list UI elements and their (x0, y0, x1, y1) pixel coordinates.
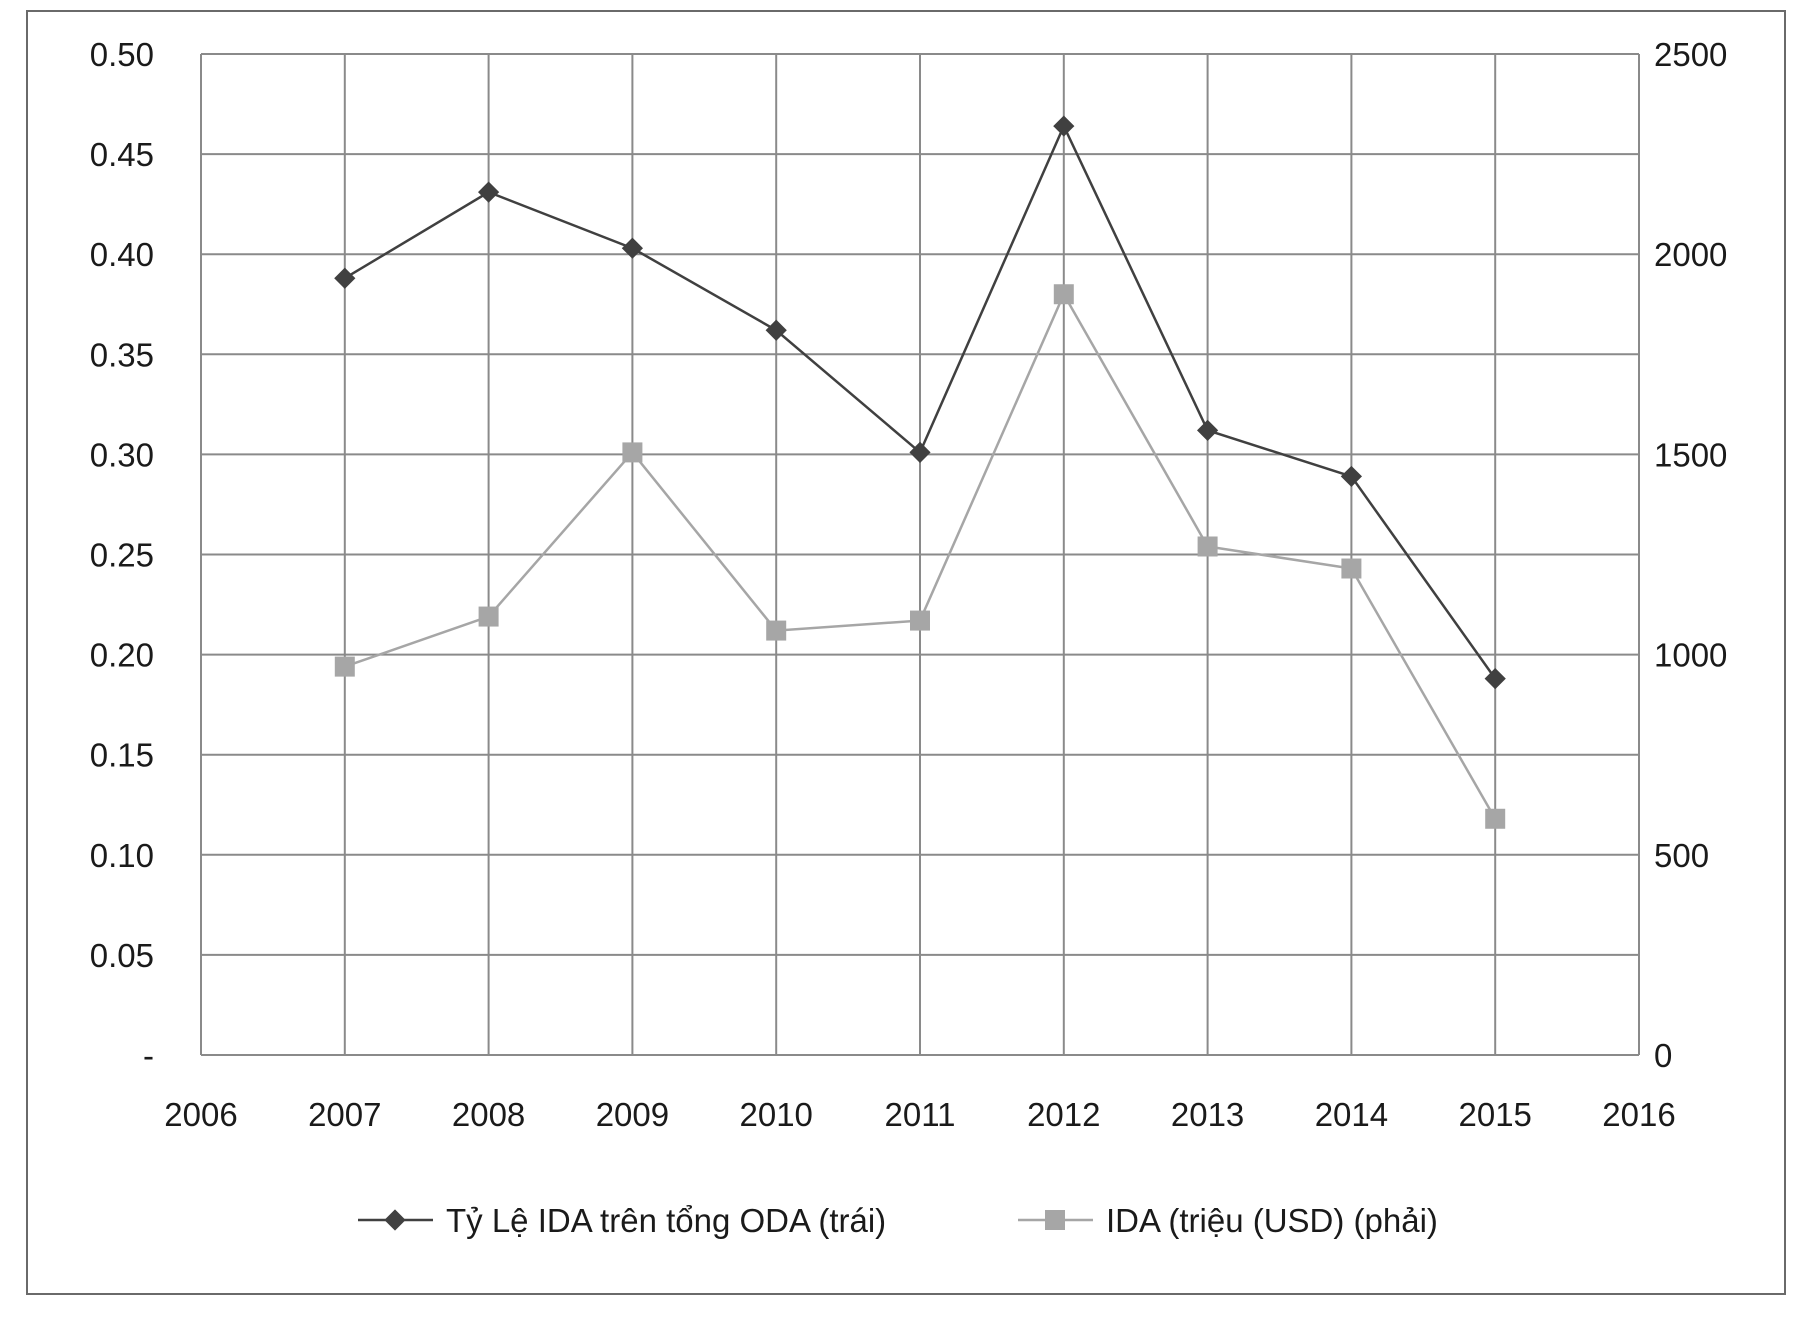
ida-data-point (766, 620, 787, 641)
legend-diamond-icon (384, 1209, 406, 1231)
left-tick-label: 0.40 (90, 236, 154, 273)
x-tick-label: 2009 (596, 1096, 669, 1133)
ratio-data-point (1340, 465, 1363, 488)
left-tick-label: 0.45 (90, 136, 154, 173)
left-tick-label: 0.30 (90, 436, 154, 473)
left-tick-label: 0.15 (90, 737, 154, 774)
x-tick-label: 2012 (1027, 1096, 1100, 1133)
ratio-data-point (334, 267, 356, 289)
x-tick-label: 2013 (1171, 1096, 1244, 1133)
legend-entry-ida: IDA (triệu (USD) (phải) (1018, 1202, 1438, 1239)
left-tick-label: 0.05 (90, 937, 154, 974)
right-tick-label: 1000 (1654, 637, 1727, 674)
right-tick-label: 500 (1654, 837, 1709, 874)
ida-data-point (1053, 284, 1074, 305)
chart-svg: - 0.05 0.10 0.15 0.20 0.25 0.30 0.35 0.40 0.45 0.5… (90, 36, 1728, 1239)
legend-entry-ratio: Tỷ Lệ IDA trên tổng ODA (trái) (358, 1202, 886, 1239)
legend-square-icon (1045, 1210, 1065, 1230)
ratio-data-point (1053, 115, 1075, 137)
ida-data-point (622, 442, 643, 463)
ida-data-point (334, 656, 355, 677)
left-tick-label: 0.10 (90, 837, 154, 874)
legend-label-ida: IDA (triệu (USD) (phải) (1106, 1202, 1438, 1239)
ida-data-point (1341, 558, 1362, 579)
x-tick-label: 2016 (1602, 1096, 1675, 1133)
ratio-data-point (1196, 419, 1219, 441)
legend-label-ratio: Tỷ Lệ IDA trên tổng ODA (trái) (446, 1202, 886, 1239)
ida-data-point (1485, 808, 1506, 829)
right-tick-label: 2000 (1654, 236, 1727, 273)
series-layer (334, 115, 1506, 829)
ida-data-point (910, 610, 930, 631)
left-tick-label: 0.20 (90, 637, 154, 674)
ida-data-point (1197, 536, 1218, 557)
ida-data-point (478, 606, 499, 627)
right-tick-label: 0 (1654, 1037, 1672, 1074)
x-tick-label: 2010 (739, 1096, 812, 1133)
left-tick-label: 0.50 (90, 36, 154, 73)
x-axis-tick-labels: 2006 2007 2008 2009 2010 2011 2012 2013 2014 2015… (164, 1096, 1675, 1133)
x-tick-label: 2015 (1458, 1096, 1531, 1133)
x-tick-label: 2007 (308, 1096, 381, 1133)
x-tick-label: 2011 (885, 1096, 956, 1133)
x-tick-label: 2006 (164, 1096, 237, 1133)
left-tick-label: 0.35 (90, 336, 154, 373)
ratio-data-point (765, 319, 787, 341)
x-tick-label: 2008 (452, 1096, 525, 1133)
chart-frame: - 0.05 0.10 0.15 0.20 0.25 0.30 0.35 0.40 0.45 0.5… (26, 10, 1786, 1295)
ratio-data-point (1484, 668, 1506, 690)
left-axis-tick-labels: - 0.05 0.10 0.15 0.20 0.25 0.30 0.35 0.40 0.45 0.5… (90, 36, 154, 1074)
left-tick-label: - (143, 1037, 154, 1074)
ratio-data-point (477, 181, 500, 203)
ratio-data-point (909, 441, 931, 464)
right-tick-label: 1500 (1654, 436, 1727, 473)
left-tick-label: 0.25 (90, 537, 154, 574)
legend: Tỷ Lệ IDA trên tổng ODA (trái) IDA (triệ… (358, 1202, 1438, 1239)
right-axis-tick-labels: 0 500 1000 1500 2000 2500 (1654, 36, 1727, 1074)
right-tick-label: 2500 (1654, 36, 1727, 73)
ratio-data-point (621, 237, 644, 259)
x-tick-label: 2014 (1315, 1096, 1388, 1133)
